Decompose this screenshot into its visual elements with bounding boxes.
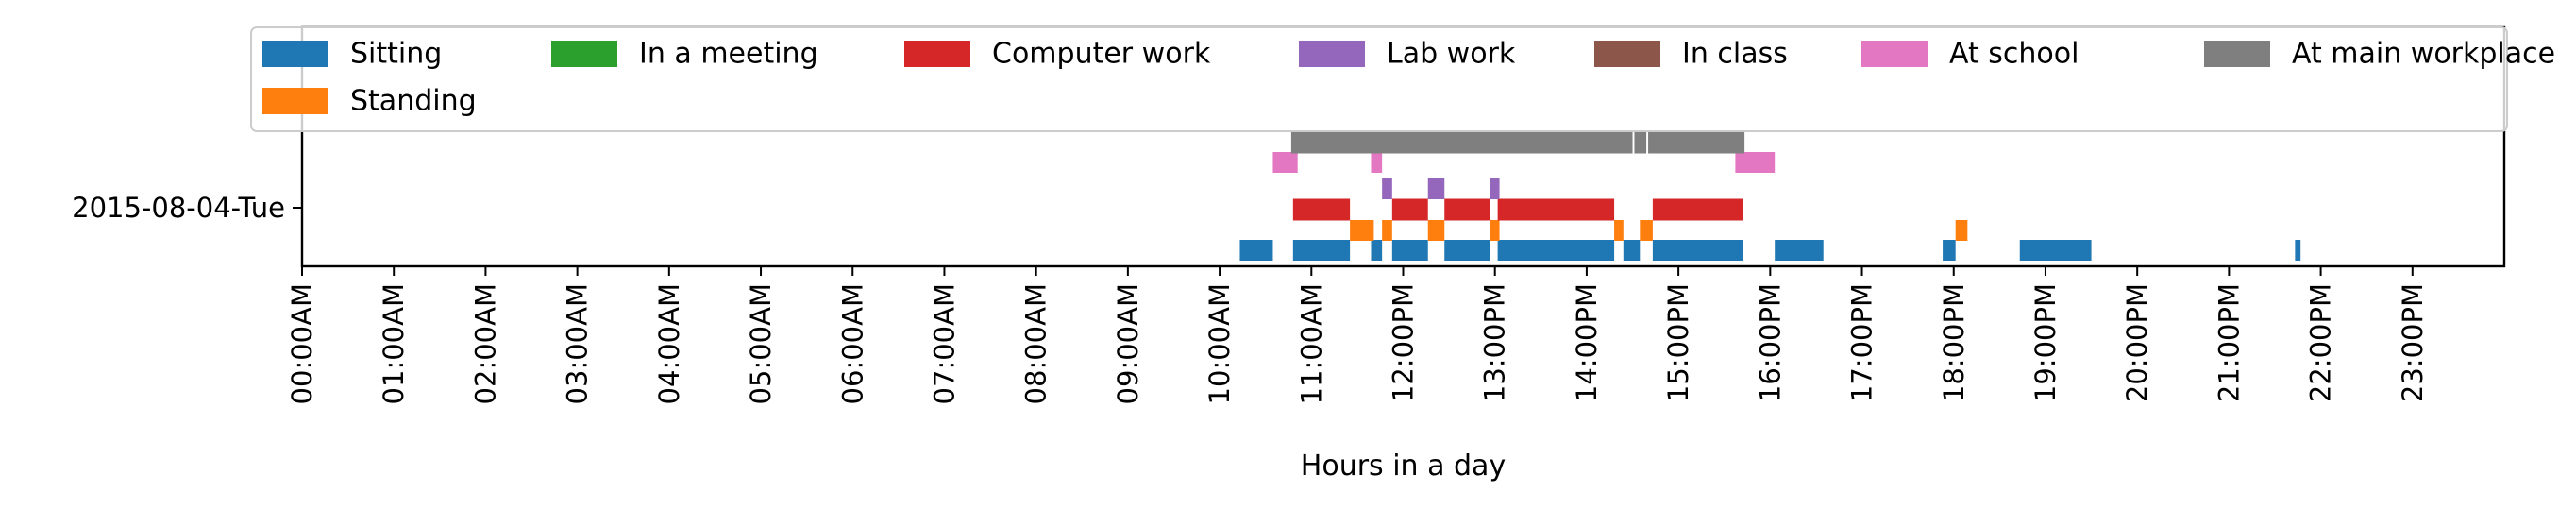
legend-swatch-sitting bbox=[262, 41, 328, 67]
legend-label-computer-work: Computer work bbox=[992, 38, 1211, 71]
bar-standing-4 bbox=[1614, 220, 1624, 241]
bar-standing-1 bbox=[1382, 220, 1392, 241]
bar-lab-work-2 bbox=[1490, 178, 1500, 199]
x-tick-label: 14:00PM bbox=[1571, 283, 1603, 402]
bar-at-school-2 bbox=[1735, 152, 1776, 173]
bar-standing-5 bbox=[1640, 220, 1653, 241]
bar-sitting-6 bbox=[1623, 240, 1641, 261]
bar-standing-2 bbox=[1427, 220, 1445, 241]
x-tick-label: 18:00PM bbox=[1938, 283, 1970, 402]
x-tick-label: 22:00PM bbox=[2305, 283, 2337, 402]
legend-label-in-class: In class bbox=[1682, 38, 1788, 71]
x-tick-label: 09:00AM bbox=[1112, 283, 1144, 404]
bar-sitting-1 bbox=[1292, 240, 1351, 261]
x-tick-label: 20:00PM bbox=[2121, 283, 2153, 402]
x-tick-label: 02:00AM bbox=[469, 283, 501, 404]
series-lab-work bbox=[1382, 178, 1500, 199]
y-axis: 2015-08-04-Tue bbox=[72, 192, 302, 224]
x-tick-label: 16:00PM bbox=[1754, 283, 1786, 402]
bar-at-main-workplace-2 bbox=[1648, 131, 1745, 154]
bar-sitting-8 bbox=[1775, 240, 1824, 261]
legend-swatch-at-school bbox=[1861, 41, 1928, 67]
legend-label-at-main-workplace: At main workplace bbox=[2292, 38, 2555, 71]
x-tick-label: 10:00AM bbox=[1204, 283, 1236, 404]
legend-swatch-at-main-workplace bbox=[2204, 41, 2270, 67]
series-at-main-workplace bbox=[1290, 131, 1745, 154]
legend-label-in-a-meeting: In a meeting bbox=[639, 38, 818, 71]
bar-at-school-1 bbox=[1371, 152, 1383, 173]
series-sitting bbox=[1239, 240, 2301, 261]
x-tick-label: 05:00AM bbox=[745, 283, 777, 404]
x-axis: 00:00AM 01:00AM 02:00AM 03:00AM 04:00AM 05:00… bbox=[286, 266, 2429, 404]
bar-sitting-2 bbox=[1371, 240, 1383, 261]
series-standing bbox=[1350, 220, 1968, 241]
bar-at-main-workplace-1 bbox=[1634, 131, 1647, 154]
x-tick-label: 08:00AM bbox=[1020, 283, 1052, 404]
x-tick-label: 03:00AM bbox=[562, 283, 594, 404]
x-tick-label: 17:00PM bbox=[1846, 283, 1878, 402]
x-tick-label: 13:00PM bbox=[1479, 283, 1511, 402]
legend-label-standing: Standing bbox=[350, 85, 477, 118]
series-computer-work bbox=[1292, 198, 1743, 221]
bar-sitting-9 bbox=[1943, 240, 1956, 261]
series-at-school bbox=[1272, 152, 1776, 173]
legend-label-at-school: At school bbox=[1949, 38, 2079, 71]
x-tick-label: 00:00AM bbox=[286, 283, 318, 404]
legend-label-sitting: Sitting bbox=[350, 38, 442, 71]
legend: Sitting Standing In a meeting Computer work… bbox=[250, 26, 2555, 132]
x-tick-label: 01:00AM bbox=[378, 283, 410, 404]
x-tick-label: 23:00PM bbox=[2397, 283, 2429, 402]
legend-swatch-standing bbox=[262, 88, 328, 114]
bar-standing-3 bbox=[1490, 220, 1500, 241]
legend-label-lab-work: Lab work bbox=[1387, 38, 1516, 71]
x-axis-title: Hours in a day bbox=[1301, 450, 1506, 483]
bar-sitting-3 bbox=[1391, 240, 1428, 261]
x-tick-label: 04:00AM bbox=[653, 283, 685, 404]
x-tick-label: 06:00AM bbox=[836, 283, 868, 404]
x-tick-label: 19:00PM bbox=[2029, 283, 2062, 402]
activity-bars bbox=[1239, 131, 2301, 261]
x-tick-label: 11:00AM bbox=[1295, 283, 1327, 404]
bar-computer-work-1 bbox=[1391, 198, 1428, 221]
bar-computer-work-4 bbox=[1652, 198, 1743, 221]
bar-standing-0 bbox=[1350, 220, 1374, 241]
bar-computer-work-2 bbox=[1444, 198, 1490, 221]
bar-sitting-7 bbox=[1652, 240, 1743, 261]
bar-sitting-5 bbox=[1497, 240, 1615, 261]
bar-standing-6 bbox=[1955, 220, 1968, 241]
bar-lab-work-1 bbox=[1427, 178, 1445, 199]
legend-box bbox=[250, 26, 2508, 132]
legend-swatch-in-a-meeting bbox=[551, 41, 617, 67]
x-tick-label: 21:00PM bbox=[2213, 283, 2245, 402]
x-tick-label: 15:00PM bbox=[1662, 283, 1694, 402]
bar-at-school-0 bbox=[1272, 152, 1298, 173]
legend-swatch-in-class bbox=[1594, 41, 1660, 67]
bar-sitting-10 bbox=[2019, 240, 2092, 261]
bar-sitting-0 bbox=[1239, 240, 1273, 261]
y-tick-label: 2015-08-04-Tue bbox=[72, 192, 285, 224]
bar-sitting-11 bbox=[2295, 240, 2301, 261]
bar-computer-work-3 bbox=[1497, 198, 1615, 221]
bar-at-main-workplace-0 bbox=[1290, 131, 1633, 154]
legend-swatch-computer-work bbox=[904, 41, 970, 67]
bar-sitting-4 bbox=[1444, 240, 1490, 261]
legend-swatch-lab-work bbox=[1299, 41, 1365, 67]
x-tick-label: 07:00AM bbox=[928, 283, 960, 404]
bar-computer-work-0 bbox=[1292, 198, 1351, 221]
x-tick-label: 12:00PM bbox=[1388, 283, 1420, 402]
bar-lab-work-0 bbox=[1382, 178, 1392, 199]
